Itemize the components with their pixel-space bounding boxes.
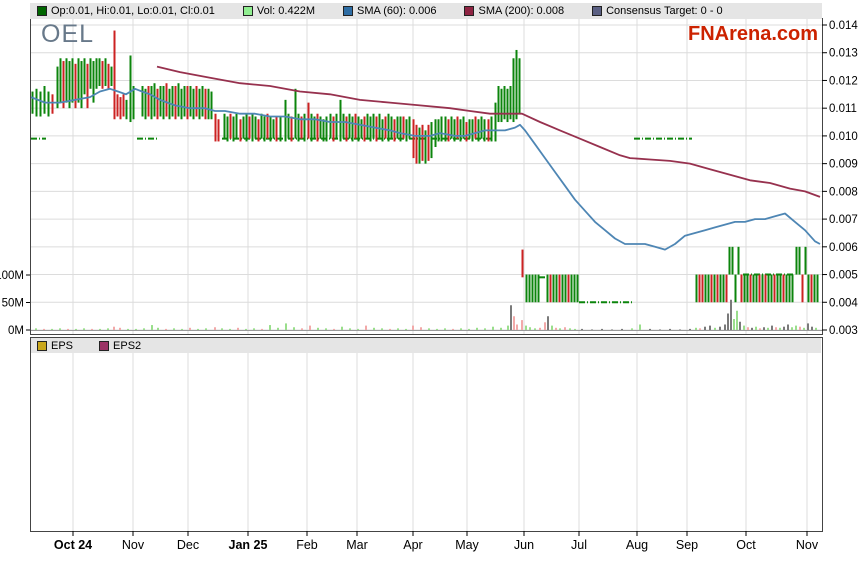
legend-item-eps: EPS [37, 340, 73, 352]
svg-text:0.008: 0.008 [829, 186, 858, 198]
svg-text:Feb: Feb [296, 538, 318, 552]
svg-text:Nov: Nov [122, 538, 145, 552]
volume-swatch-icon [242, 6, 253, 16]
volume-label: Vol: 0.422M [256, 5, 315, 17]
svg-text:0.010: 0.010 [829, 131, 858, 143]
eps-label: EPS [51, 339, 74, 352]
svg-text:Oct 24: Oct 24 [54, 538, 92, 552]
chart-legend: Op:0.01, Hi:0.01, Lo:0.01, Cl:0.01 Vol: 0… [30, 3, 822, 19]
svg-text:Jan 25: Jan 25 [229, 538, 268, 552]
sma200-line [156, 65, 821, 198]
x-axis: Oct 24 Nov Dec Jan 25 Feb Mar Apr May Jun Jul Aug S… [54, 531, 819, 552]
eps2-label: EPS2 [113, 339, 142, 352]
svg-text:0.012: 0.012 [829, 75, 858, 87]
legend-item-consensus-target: Consensus Target: 0 - 0 [592, 5, 723, 17]
svg-text:Jun: Jun [514, 538, 534, 552]
svg-text:0.011: 0.011 [829, 103, 857, 115]
svg-text:Sep: Sep [676, 538, 698, 552]
svg-text:0.009: 0.009 [829, 159, 858, 171]
svg-text:0.007: 0.007 [829, 214, 858, 226]
svg-text:Mar: Mar [346, 538, 368, 552]
svg-text:Jul: Jul [571, 538, 587, 552]
ohlc-label: Op:0.01, Hi:0.01, Lo:0.01, Cl:0.01 [51, 5, 215, 17]
svg-text:100M: 100M [0, 270, 24, 282]
svg-text:50M: 50M [2, 298, 24, 310]
volume-axis: 100M 50M 0M [0, 270, 30, 337]
eps-legend: EPS EPS2 [31, 338, 821, 353]
legend-item-ohlc: Op:0.01, Hi:0.01, Lo:0.01, Cl:0.01 [37, 5, 215, 17]
volume-bars [35, 299, 817, 330]
eps-swatch-icon [37, 340, 47, 351]
legend-item-sma60: SMA (60): 0.006 [342, 5, 437, 17]
ohlc-swatch-icon [37, 6, 47, 16]
legend-item-sma200: SMA (200): 0.008 [464, 5, 564, 17]
fnarena-watermark: FNArena.com [688, 23, 819, 45]
price-axis: 0.014 0.013 0.012 0.011 0.010 0.009 0.008 0.007… [822, 20, 858, 337]
svg-text:Apr: Apr [403, 538, 422, 552]
gridlines [30, 18, 822, 531]
sma60-label: SMA (60): 0.006 [356, 5, 437, 17]
legend-item-volume: Vol: 0.422M [242, 5, 315, 17]
svg-text:0.014: 0.014 [829, 20, 858, 32]
consensus-target-label: Consensus Target: 0 - 0 [606, 5, 723, 17]
svg-text:0.005: 0.005 [829, 270, 858, 282]
sma200-swatch-icon [464, 6, 475, 16]
sma60-swatch-icon [342, 6, 353, 16]
svg-text:0.013: 0.013 [829, 48, 858, 60]
eps2-swatch-icon [99, 340, 110, 351]
legend-item-eps2: EPS2 [99, 340, 141, 352]
svg-text:0.006: 0.006 [829, 242, 858, 254]
svg-text:0.004: 0.004 [829, 297, 858, 309]
sma60-line [30, 87, 821, 251]
svg-text:Dec: Dec [177, 538, 199, 552]
svg-text:Aug: Aug [626, 538, 648, 552]
svg-text:Oct: Oct [736, 538, 756, 552]
svg-text:0.003: 0.003 [829, 325, 858, 337]
svg-text:May: May [455, 538, 479, 552]
svg-text:0M: 0M [8, 325, 24, 337]
svg-text:Nov: Nov [796, 538, 819, 552]
sma200-label: SMA (200): 0.008 [478, 5, 565, 17]
ticker-symbol: OEL [41, 20, 95, 48]
consensus-target-swatch-icon [592, 6, 603, 16]
